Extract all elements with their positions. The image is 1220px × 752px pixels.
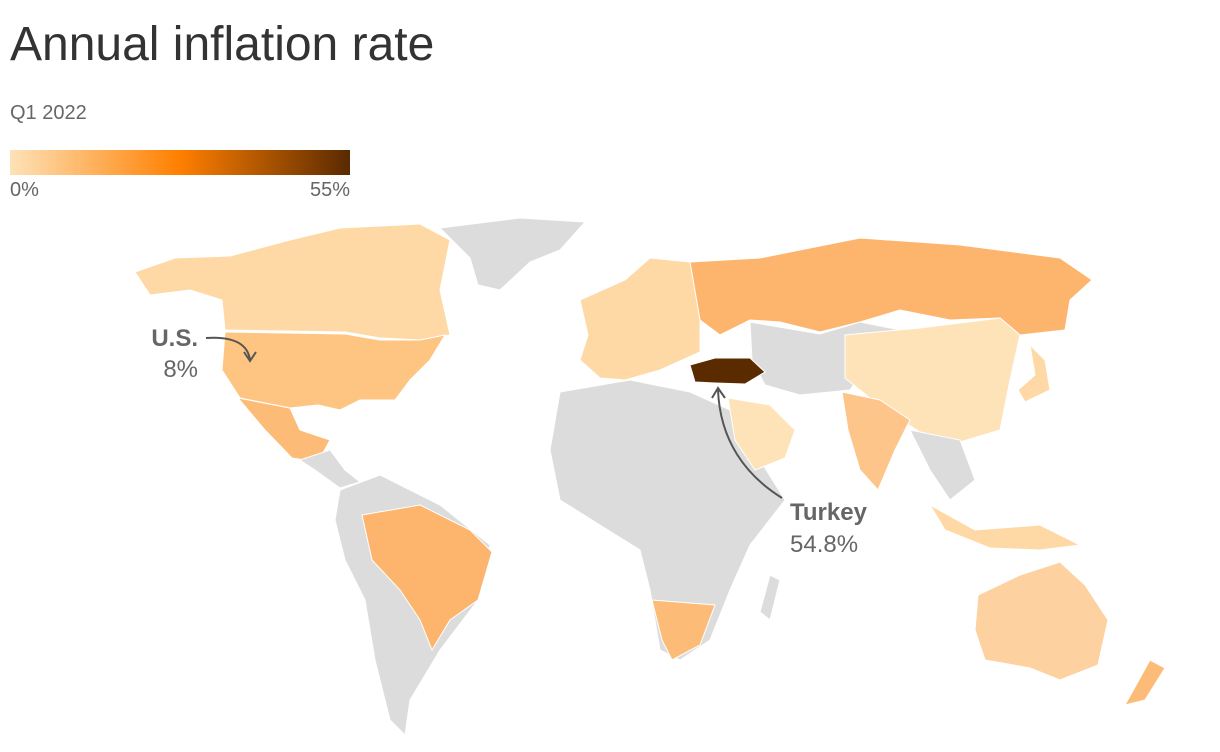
india bbox=[841, 391, 911, 491]
japan bbox=[1017, 343, 1051, 403]
indonesia bbox=[928, 503, 1082, 551]
land bbox=[134, 217, 1166, 737]
africa bbox=[549, 379, 786, 661]
brazil bbox=[361, 504, 493, 652]
greenland bbox=[438, 217, 587, 291]
annotation-arrow bbox=[711, 386, 783, 499]
title: Annual inflation rate bbox=[10, 18, 434, 71]
annotation-value: 8% bbox=[163, 356, 198, 383]
united-states bbox=[221, 331, 447, 411]
southeast-asia bbox=[909, 429, 976, 501]
saudi-arabia bbox=[727, 397, 796, 471]
europe bbox=[579, 257, 701, 381]
annotation-arrow bbox=[205, 336, 257, 363]
madagascar bbox=[759, 574, 781, 621]
annotation-name: Turkey bbox=[790, 499, 868, 526]
mexico bbox=[236, 397, 331, 463]
legend-max-label: 55% bbox=[310, 179, 350, 201]
australia bbox=[974, 561, 1109, 681]
turkey bbox=[689, 357, 766, 385]
south-africa bbox=[651, 599, 716, 661]
russia bbox=[689, 237, 1093, 336]
subtitle: Q1 2022 bbox=[10, 102, 87, 124]
legend-min-label: 0% bbox=[10, 179, 39, 201]
annotation-name: U.S. bbox=[151, 325, 198, 352]
legend-scale bbox=[10, 150, 350, 175]
new-zealand bbox=[1124, 659, 1166, 706]
annotation-value: 54.8% bbox=[790, 531, 858, 558]
canada bbox=[134, 223, 451, 341]
